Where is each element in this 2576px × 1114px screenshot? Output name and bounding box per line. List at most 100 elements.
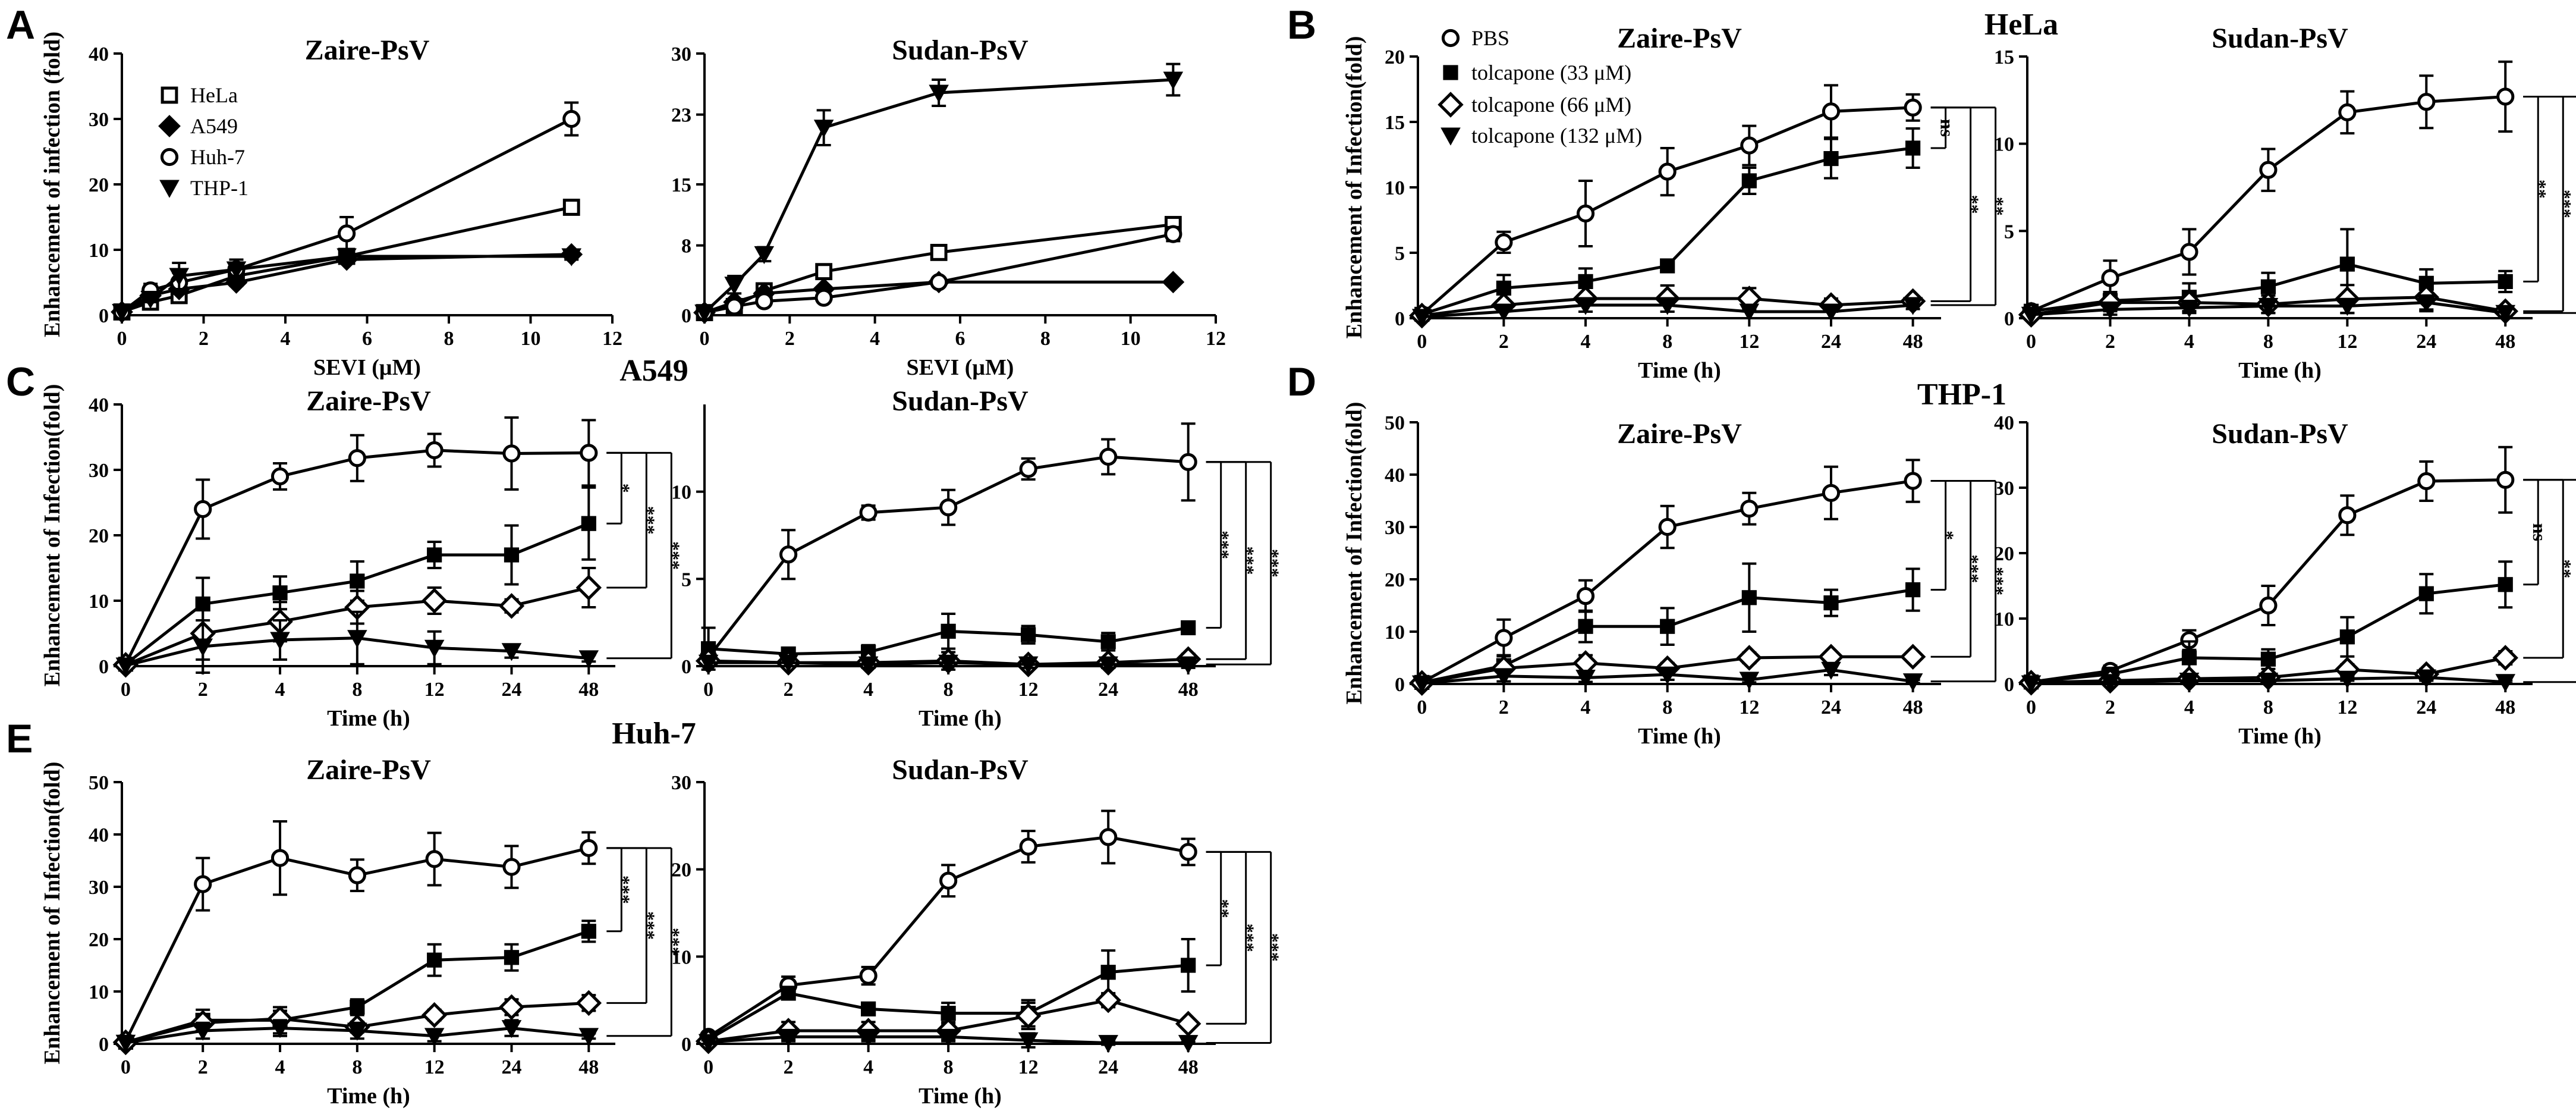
chart-a-zaire-xlabel: SEVI (μM) [313,355,421,380]
chart-e-huh7-sudan-xtick-label-2: 2 [784,1056,794,1078]
chart-b-hela-zaire-series-pbs-point-5 [1822,102,1841,121]
chart-d-thp1-zaire-ytick-label-40: 40 [1385,465,1405,487]
chart-c-a549-zaire-series-tolcapone-66-m-point-6 [575,575,602,601]
chart-a-sudan-series-hela-point-4 [930,244,948,261]
chart-b-hela-sudan-series-pbs-point-3 [2259,161,2278,179]
chart-a-sudan-series-huh-7-point-4 [930,273,948,291]
chart-e-huh7-sudan-xtick-label-24: 24 [1098,1056,1118,1078]
legend-b-marker-tolc66-glyph [1438,92,1464,118]
chart-e-huh7-sudan-sig-1: *** [1206,851,1259,1025]
chart-a-sudan-xtick-label-12: 12 [1206,328,1226,350]
chart-e-huh7-sudan-sig-0: ** [1206,851,1234,966]
chart-e-huh7-zaire-title: Zaire-PsV [306,754,431,786]
chart-d-thp1-zaire-xtick-label-0: 0 [1417,696,1427,718]
chart-c-a549-zaire-sig-1-label: *** [637,506,659,535]
chart-a-sudan-series-thp-1 [694,62,1184,323]
chart-b-hela-zaire-sig-0: ns [1930,106,1958,149]
chart-e-huh7-zaire-xlabel: Time (h) [327,1084,410,1109]
legend-b-label-tolc33: tolcapone (33 μM) [1471,61,1631,84]
chart-c-a549-zaire-ytick-label-10: 10 [89,591,109,613]
chart-b-hela-sudan-series-tolcapone-132-m-point-3 [2258,298,2279,316]
legend-b-marker-tolc33 [1443,65,1458,80]
chart-c-a549-sudan-series-pbs [699,422,1197,667]
chart-d-thp1-sudan-sig-2: ** [2523,479,2576,683]
chart-d-thp1-zaire-ylabel: Enhancement of Infection(fold) [1342,402,1367,705]
chart-d-thp1-zaire-ytick-label-50: 50 [1385,412,1405,434]
chart-a-zaire-series-huh-7-line [121,117,573,313]
legend-b-marker-tolc132 [1440,127,1461,146]
chart-e-huh7-zaire-sig-2-label: *** [662,928,684,956]
chart-a-zaire-series-huh-7-point-5 [562,109,581,128]
legend-b-marker-tolc132-glyph [1440,127,1461,146]
chart-c-a549-zaire-sig-0: * [606,451,634,525]
chart-c-a549-zaire-series-pbs-point-6 [580,444,598,462]
chart-c-a549-sudan-series-tolcapone-33-m-point-5 [1100,634,1116,649]
chart-a-zaire-xtick-label-2: 2 [199,328,209,350]
chart-c-a549-sudan-series-tolcapone-33-m-point-3 [941,623,956,639]
chart-e-huh7-zaire-series-pbs-point-3 [348,866,366,884]
chart-c-a549-sudan-series-tolcapone-132-m [698,654,1199,674]
chart-a-zaire-ytick-label-30: 30 [89,109,109,131]
chart-b-hela-zaire-series-tolcapone-132-m-point-0 [1411,309,1432,327]
chart-b-hela-sudan-xtick-label-2: 2 [2105,331,2115,353]
chart-d-thp1-zaire-xlabel: Time (h) [1638,724,1721,749]
chart-c-a549-sudan-xtick-label-0: 0 [703,679,713,701]
legend-a-item-thp1: THP-1 [159,176,249,200]
chart-c-a549-sudan-sig-1-label: *** [1237,547,1259,575]
chart-c-a549-sudan-ytick-label-5: 5 [681,569,691,591]
chart-a-sudan: Sudan-PsV 0 8 15 23 30 0 2 4 6 8 10 12 SEVI (μM) [671,34,1226,380]
chart-c-a549-zaire-series-pbs-point-4 [425,441,444,460]
chart-b-hela-zaire-ytick-label-0: 0 [1395,308,1405,330]
chart-c-a549-zaire-xtick-label-24: 24 [501,679,521,701]
chart-c-a549-sudan-sig-2: *** [1206,461,1284,666]
legend-a-marker-huh7 [160,148,179,167]
chart-c-a549-zaire-sig-0-label: * [612,484,634,493]
chart-e-huh7-sudan-xtick-label-48: 48 [1178,1056,1199,1078]
chart-b-hela-sudan-sig-1: *** [2523,95,2575,312]
chart-d-thp1-zaire-series-pbs-point-1 [1495,629,1513,647]
panel-letter-d: D [1287,359,1316,404]
chart-e-huh7-sudan-ytick-label-10: 10 [671,946,691,968]
chart-d-thp1-zaire-series-tolcapone-33-m-point-3 [1660,619,1675,634]
chart-b-hela-sudan-xtick-label-8: 8 [2263,331,2273,353]
chart-e-huh7-zaire-series-tolcapone-132-m-point-0 [115,1034,136,1053]
chart-e-huh7-sudan-series-tolcapone-132-m-point-1 [778,1028,798,1047]
chart-a-sudan-xtick-label-8: 8 [1040,328,1050,350]
chart-c-a549-sudan-sig-0-label: *** [1212,531,1234,559]
chart-e-huh7-zaire-xtick-label-24: 24 [501,1056,521,1078]
chart-d-thp1-sudan-ytick-label-40: 40 [1994,412,2014,434]
chart-c-a549-zaire-xtick-label-12: 12 [424,679,445,701]
chart-c-a549-zaire-series-tolcapone-132-m-point-1 [193,638,213,657]
chart-b-hela-sudan-series-pbs-point-2 [2180,243,2198,261]
chart-d-thp1-sudan-sig-0-label: ns [2529,523,2550,541]
chart-d-thp1-sudan-series-pbs-point-4 [2338,506,2357,525]
chart-d-thp1-zaire-series-tolcapone-33-m-point-4 [1741,590,1757,605]
chart-e-huh7-zaire-xtick-label-8: 8 [352,1056,362,1078]
chart-a-sudan-series-a549-point-5 [1162,271,1185,294]
chart-a-zaire-xtick-label-8: 8 [444,328,454,350]
chart-c-a549-zaire-series-pbs-point-3 [348,449,366,467]
chart-e-huh7-sudan-xtick-label-12: 12 [1018,1056,1039,1078]
chart-e-huh7-sudan-sig-2-label: *** [1262,933,1284,962]
chart-e-huh7-zaire-xtick-label-0: 0 [121,1056,131,1078]
chart-c-a549-zaire-series-tolcapone-132-m-point-5 [501,643,522,661]
chart-e-huh7-zaire-xtick-label-48: 48 [578,1056,599,1078]
chart-b-hela-sudan-series-pbs-point-4 [2338,103,2357,121]
chart-e-huh7-zaire-series-tolcapone-132-m-point-2 [270,1020,290,1038]
chart-d-thp1-sudan-xtick-label-8: 8 [2263,696,2273,718]
chart-d-thp1-zaire-series-tolcapone-132-m-point-6 [1902,673,1923,692]
chart-c-a549-sudan-series-tolcapone-132-m-point-5 [1098,656,1118,674]
chart-a-zaire-series-thp-1-point-1 [140,291,161,309]
chart-c-a549-zaire-xtick-label-8: 8 [352,679,362,701]
chart-c-a549-zaire-title: Zaire-PsV [306,385,431,417]
chart-d-thp1-zaire-series-tolcapone-132-m-point-5 [1821,661,1841,680]
chart-c-a549-sudan-sig-2-label: *** [1262,549,1284,578]
legend-b-marker-pbs-glyph [1441,29,1460,48]
chart-c-a549-sudan-series-tolcapone-132-m-point-3 [938,654,958,673]
chart-b-hela-zaire-series-tolcapone-33-m-point-5 [1823,151,1839,167]
chart-b-hela-sudan-ytick-label-10: 10 [1994,134,2014,156]
chart-c-a549-sudan-series-pbs-point-3 [939,498,958,517]
